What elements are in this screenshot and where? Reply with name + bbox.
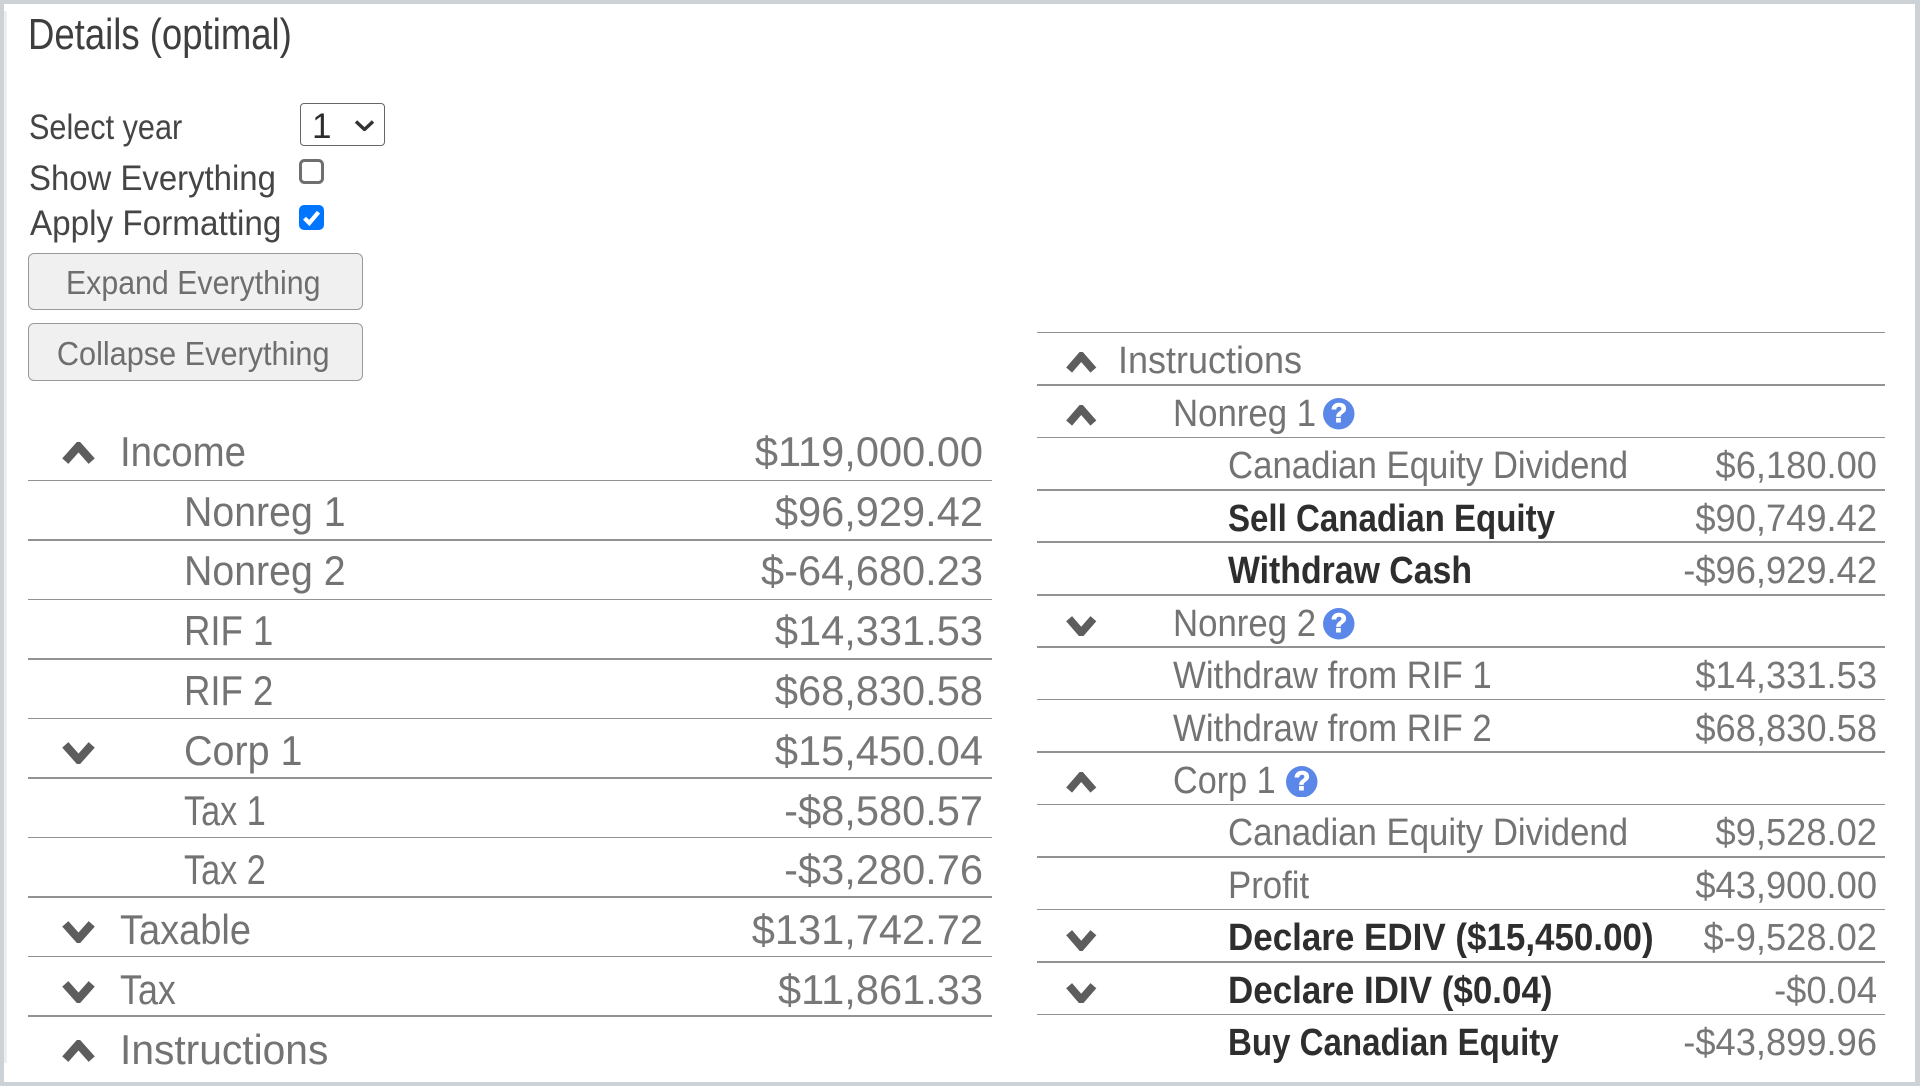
svg-text:?: ? <box>1331 608 1347 638</box>
svg-text:?: ? <box>1294 766 1310 796</box>
svg-text:?: ? <box>1331 399 1347 429</box>
